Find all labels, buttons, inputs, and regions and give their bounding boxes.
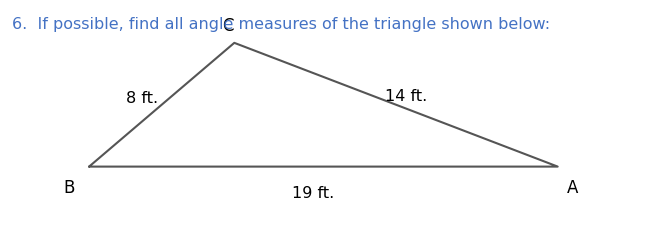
Text: A: A <box>566 179 578 197</box>
Text: 8 ft.: 8 ft. <box>126 91 158 106</box>
Text: 19 ft.: 19 ft. <box>292 186 335 202</box>
Text: C: C <box>222 17 234 35</box>
Text: B: B <box>63 179 75 197</box>
Text: 6.  If possible, find all angle measures of the triangle shown below:: 6. If possible, find all angle measures … <box>12 17 550 32</box>
Text: 14 ft.: 14 ft. <box>385 89 427 104</box>
